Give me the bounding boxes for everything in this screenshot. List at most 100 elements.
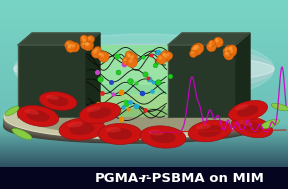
Bar bbox=[0, 47, 288, 48]
Ellipse shape bbox=[198, 125, 222, 137]
Bar bbox=[0, 32, 288, 33]
Ellipse shape bbox=[85, 41, 93, 49]
Ellipse shape bbox=[215, 39, 219, 43]
Bar bbox=[0, 64, 288, 65]
Ellipse shape bbox=[226, 47, 229, 50]
Ellipse shape bbox=[98, 53, 101, 56]
Ellipse shape bbox=[130, 54, 137, 61]
Bar bbox=[0, 172, 288, 173]
Bar bbox=[0, 89, 288, 90]
Bar bbox=[0, 122, 288, 123]
Ellipse shape bbox=[206, 42, 216, 52]
Bar bbox=[0, 81, 288, 82]
Bar bbox=[0, 121, 288, 122]
Ellipse shape bbox=[87, 35, 94, 43]
Bar bbox=[0, 15, 288, 16]
Bar bbox=[0, 151, 288, 152]
Bar bbox=[0, 24, 288, 25]
Ellipse shape bbox=[229, 47, 232, 50]
Bar bbox=[0, 16, 288, 17]
Ellipse shape bbox=[108, 128, 132, 140]
Ellipse shape bbox=[4, 105, 260, 138]
Ellipse shape bbox=[82, 36, 84, 39]
Bar bbox=[0, 167, 288, 189]
Bar bbox=[0, 154, 288, 155]
Ellipse shape bbox=[80, 35, 88, 43]
Bar bbox=[0, 176, 288, 177]
Ellipse shape bbox=[228, 101, 268, 122]
Ellipse shape bbox=[4, 108, 260, 141]
Ellipse shape bbox=[216, 38, 218, 41]
Bar bbox=[0, 83, 288, 84]
Ellipse shape bbox=[210, 41, 212, 44]
Bar bbox=[0, 107, 288, 108]
Bar bbox=[0, 40, 288, 41]
Ellipse shape bbox=[161, 51, 170, 61]
Bar bbox=[0, 167, 288, 168]
Bar bbox=[0, 143, 288, 144]
Bar bbox=[0, 114, 288, 115]
Ellipse shape bbox=[98, 51, 109, 62]
Bar bbox=[0, 177, 288, 178]
Bar bbox=[0, 37, 288, 38]
Ellipse shape bbox=[148, 130, 164, 136]
Ellipse shape bbox=[224, 46, 233, 55]
Ellipse shape bbox=[98, 123, 142, 145]
Bar bbox=[0, 173, 288, 174]
Bar bbox=[0, 91, 288, 92]
Ellipse shape bbox=[14, 34, 274, 104]
Bar bbox=[0, 6, 288, 7]
Bar bbox=[0, 133, 288, 134]
Bar bbox=[0, 97, 288, 98]
Bar bbox=[0, 132, 288, 133]
Ellipse shape bbox=[86, 106, 101, 112]
Bar bbox=[0, 155, 288, 156]
Bar bbox=[0, 18, 288, 19]
Bar bbox=[0, 9, 288, 10]
Bar bbox=[0, 56, 288, 57]
Ellipse shape bbox=[125, 51, 134, 60]
Bar bbox=[0, 4, 288, 5]
Bar bbox=[0, 186, 288, 187]
Bar bbox=[0, 118, 288, 119]
Bar bbox=[0, 67, 288, 68]
Bar bbox=[0, 103, 288, 104]
Ellipse shape bbox=[225, 52, 228, 54]
Ellipse shape bbox=[140, 126, 186, 148]
Bar bbox=[0, 123, 288, 124]
Ellipse shape bbox=[130, 56, 134, 59]
Ellipse shape bbox=[97, 51, 105, 59]
Bar bbox=[0, 115, 288, 116]
Ellipse shape bbox=[125, 52, 135, 62]
Bar bbox=[0, 100, 288, 101]
Ellipse shape bbox=[122, 57, 131, 65]
Bar bbox=[0, 108, 288, 109]
Ellipse shape bbox=[223, 47, 231, 55]
Bar bbox=[0, 86, 288, 87]
Bar bbox=[0, 44, 288, 45]
Bar bbox=[0, 38, 288, 39]
Bar bbox=[0, 7, 288, 8]
Ellipse shape bbox=[229, 48, 236, 56]
Bar bbox=[0, 52, 288, 53]
Ellipse shape bbox=[68, 45, 71, 48]
Bar bbox=[0, 179, 288, 180]
Ellipse shape bbox=[127, 57, 137, 68]
Bar bbox=[0, 55, 288, 56]
Ellipse shape bbox=[4, 102, 260, 135]
Bar bbox=[0, 50, 288, 51]
Ellipse shape bbox=[82, 42, 85, 45]
Bar bbox=[0, 80, 288, 81]
Bar bbox=[0, 142, 288, 143]
Bar bbox=[0, 84, 288, 85]
Bar bbox=[0, 92, 288, 93]
Ellipse shape bbox=[4, 106, 260, 139]
Ellipse shape bbox=[261, 119, 279, 129]
Ellipse shape bbox=[195, 45, 199, 49]
Ellipse shape bbox=[191, 44, 202, 55]
Ellipse shape bbox=[4, 108, 260, 142]
Ellipse shape bbox=[150, 131, 176, 143]
Ellipse shape bbox=[235, 104, 249, 110]
Ellipse shape bbox=[12, 128, 32, 140]
Bar bbox=[0, 158, 288, 159]
